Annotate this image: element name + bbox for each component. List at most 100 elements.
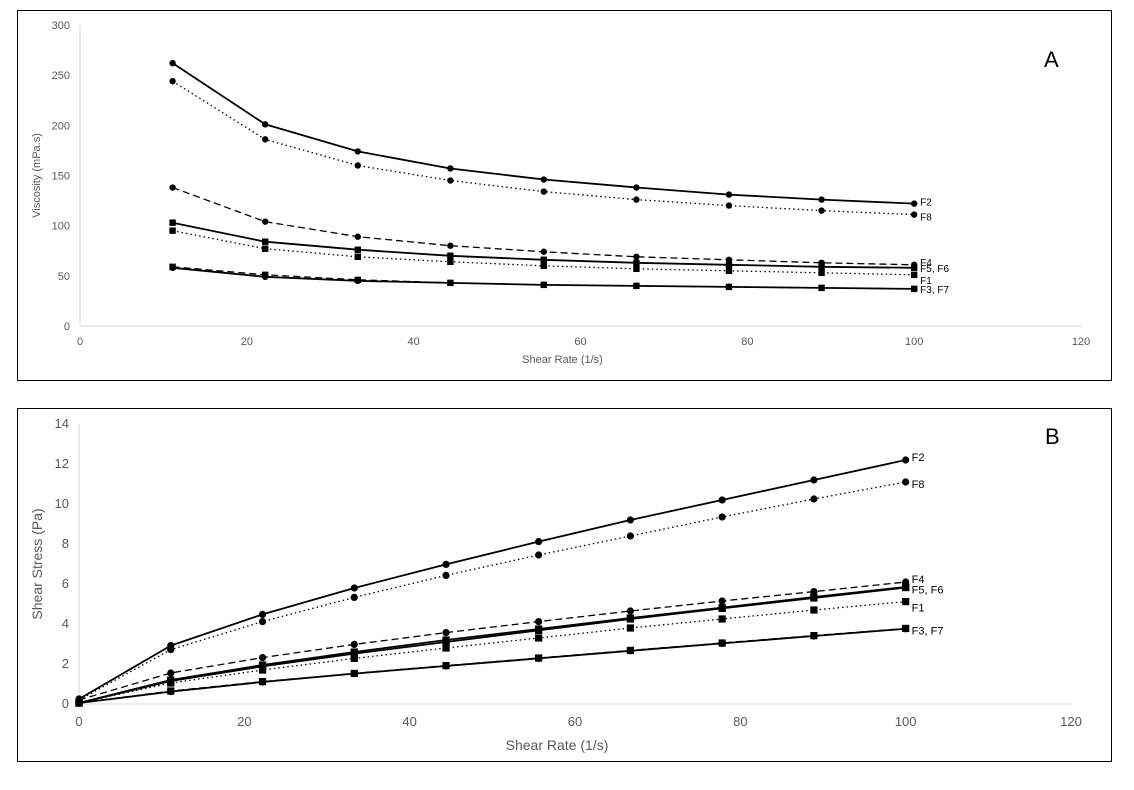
series-line — [78, 627, 906, 704]
data-point — [626, 607, 634, 615]
data-point — [258, 618, 267, 626]
data-point — [718, 496, 726, 504]
y-tick-label: 2 — [62, 656, 69, 671]
data-point — [725, 202, 733, 209]
data-point — [910, 285, 918, 293]
y-tick-label: 100 — [52, 221, 70, 233]
data-point — [810, 632, 818, 640]
x-tick-label: 60 — [574, 336, 586, 348]
y-tick-label: 250 — [52, 70, 70, 82]
data-point — [350, 648, 358, 656]
data-point — [447, 252, 454, 259]
data-point — [902, 478, 910, 486]
data-point — [535, 538, 543, 546]
data-point — [633, 282, 640, 290]
data-point — [535, 654, 543, 662]
data-point — [350, 640, 358, 648]
data-point — [350, 593, 358, 601]
x-tick-label: 40 — [402, 714, 416, 729]
series-end-label: F1 — [912, 603, 925, 615]
data-point — [718, 597, 726, 605]
chart-panel-b: 0 20 40 60 80 100 120 0 2 4 6 8 10 12 14 Shear Rate (1/… — [17, 408, 1112, 762]
data-point — [818, 196, 825, 203]
data-point — [902, 456, 910, 464]
data-point — [633, 196, 640, 203]
data-point — [535, 551, 543, 559]
series-end-label: F8 — [912, 479, 925, 491]
series-end-label: F5, F6 — [920, 264, 949, 275]
series-end-label: F2 — [920, 198, 932, 209]
x-axis-title: Shear Rate (1/s) — [506, 737, 609, 753]
y-tick-label: 200 — [52, 120, 70, 132]
data-point — [261, 238, 269, 245]
data-point — [626, 624, 634, 632]
data-point — [354, 148, 361, 155]
data-point — [447, 258, 454, 265]
series-end-label: F3, F7 — [912, 625, 944, 637]
data-point — [447, 279, 454, 287]
x-tick-label: 80 — [741, 336, 753, 348]
y-tick-label: 12 — [55, 456, 69, 471]
series-end-label: F3, F7 — [920, 285, 949, 296]
series-f5-f6 — [169, 219, 918, 272]
data-point — [818, 284, 825, 292]
y-tick-label: 0 — [64, 321, 70, 333]
series-line — [78, 600, 906, 704]
viscosity-chart: 0 20 40 60 80 100 120 0 50 100 150 200 250 300 Shear R… — [31, 20, 1090, 366]
data-point — [540, 256, 547, 263]
data-point — [810, 495, 818, 503]
data-point — [725, 191, 733, 198]
data-point — [442, 571, 450, 579]
data-point — [818, 207, 825, 214]
y-tick-label: 6 — [62, 576, 69, 591]
data-point — [718, 513, 726, 521]
data-point — [910, 264, 918, 272]
series-unlabeled-6 — [169, 264, 918, 293]
data-point — [167, 669, 175, 677]
data-point — [910, 200, 918, 207]
data-point — [169, 77, 176, 85]
data-point — [535, 625, 543, 633]
x-axis-title: Shear Rate (1/s) — [522, 354, 603, 366]
x-tick-label: 120 — [1060, 714, 1082, 729]
data-point — [540, 262, 547, 269]
x-tick-label: 60 — [568, 714, 582, 729]
series-f8 — [169, 77, 918, 218]
data-point — [626, 532, 634, 540]
series-f4 — [169, 184, 918, 268]
data-point — [626, 614, 634, 622]
data-point — [169, 227, 176, 234]
panel-letter: B — [1045, 424, 1060, 449]
data-point — [633, 184, 640, 191]
data-point — [258, 666, 267, 674]
data-point — [261, 121, 269, 128]
data-point — [725, 261, 733, 268]
y-axis-title: Shear Stress (Pa) — [29, 508, 45, 619]
data-point — [902, 625, 910, 633]
data-point — [354, 233, 361, 240]
data-point — [718, 639, 726, 647]
series-f1 — [169, 227, 918, 279]
series-end-label: F8 — [920, 213, 932, 224]
data-point — [350, 584, 358, 592]
data-point — [810, 606, 818, 614]
series-line — [78, 586, 906, 704]
data-point — [626, 647, 634, 655]
data-point — [442, 662, 450, 670]
y-tick-label: 150 — [52, 171, 70, 183]
data-point — [261, 218, 269, 225]
series-line — [78, 481, 906, 701]
data-point — [910, 211, 918, 218]
data-point — [258, 610, 267, 618]
data-point — [167, 676, 175, 684]
x-tick-label: 40 — [408, 336, 420, 348]
data-point — [818, 263, 825, 271]
data-point — [169, 59, 176, 67]
panel-letter: A — [1044, 47, 1059, 72]
series-unlabeled-7 — [75, 583, 910, 707]
y-tick-label: 50 — [58, 271, 70, 283]
x-tick-label: 20 — [237, 714, 251, 729]
data-point — [442, 636, 450, 644]
data-point — [167, 646, 175, 654]
chart-panel-a: 0 20 40 60 80 100 120 0 50 100 150 200 250 300 Shear R… — [17, 10, 1112, 381]
